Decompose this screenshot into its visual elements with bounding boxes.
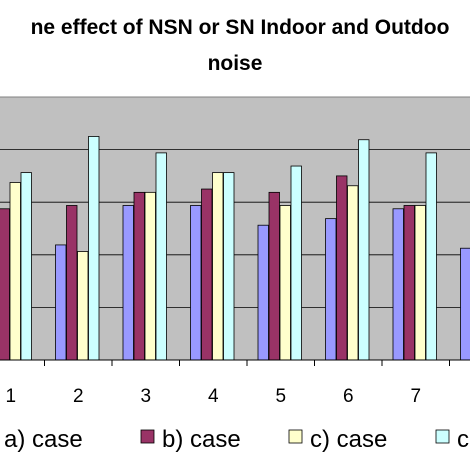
bar <box>460 247 470 361</box>
x-tick-label: 6 <box>343 386 354 407</box>
bar <box>190 205 202 361</box>
bar <box>290 165 302 361</box>
bar <box>122 205 134 361</box>
bar <box>268 191 280 361</box>
bar <box>403 205 415 361</box>
legend-label: b) case <box>162 426 241 453</box>
chart-title-line-2: noise <box>207 52 263 75</box>
bar <box>77 251 89 361</box>
bar <box>223 172 235 361</box>
bar <box>144 191 156 361</box>
bar <box>155 152 167 361</box>
bar <box>325 218 337 361</box>
legend: a) case b) case c) case c <box>4 426 469 453</box>
bar <box>201 188 213 361</box>
legend-label: c) case <box>310 426 387 453</box>
legend-swatch <box>140 429 155 444</box>
bar <box>425 152 437 361</box>
bar <box>257 224 269 361</box>
bars <box>0 136 470 361</box>
bar <box>414 205 426 361</box>
bar <box>347 185 359 361</box>
x-axis: 1 2 3 4 5 6 7 <box>0 359 470 407</box>
x-tick-label: 5 <box>275 386 286 407</box>
bar <box>88 136 100 361</box>
chart-title-line-1: ne effect of NSN or SN Indoor and Outdoo <box>30 16 450 39</box>
bar <box>279 205 291 361</box>
x-tick-label: 1 <box>5 386 16 407</box>
bar <box>358 139 370 361</box>
bar <box>133 191 145 361</box>
x-tick-label: 7 <box>410 386 421 407</box>
x-tick-label: 3 <box>140 386 151 407</box>
bar <box>336 175 348 361</box>
bar <box>212 172 224 361</box>
bar <box>66 205 78 361</box>
bar <box>0 208 10 361</box>
x-tick-label: 4 <box>208 386 219 407</box>
bar <box>392 208 404 361</box>
legend-swatch <box>435 429 450 444</box>
bar <box>55 244 67 361</box>
bar <box>20 172 32 361</box>
x-tick-label: 2 <box>73 386 84 407</box>
bar <box>9 182 21 361</box>
legend-swatch <box>288 429 303 444</box>
legend-label: a) case <box>4 426 83 453</box>
legend-label: c <box>457 426 469 453</box>
